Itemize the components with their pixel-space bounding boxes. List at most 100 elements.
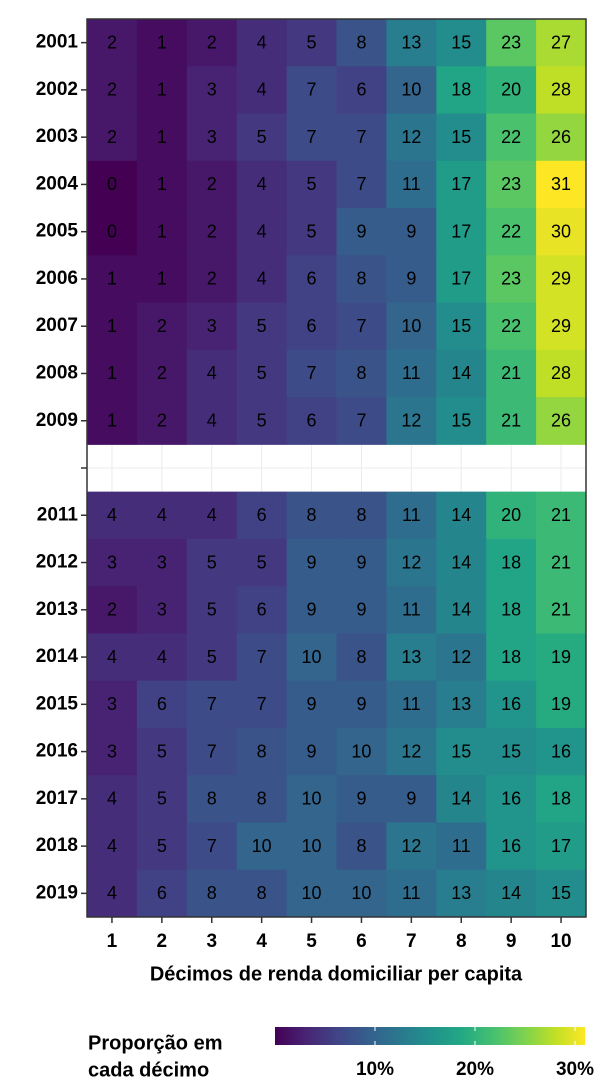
cell-label: 1 [157,80,167,100]
x-tick-label: 6 [356,931,367,952]
heatmap-cell [186,586,238,634]
cell-label: 2 [207,32,217,52]
heatmap-cell [536,538,587,587]
heatmap-cell [236,160,288,209]
heatmap-cell [536,160,587,209]
cell-label: 23 [501,32,521,52]
y-tick-label: 2004 [36,173,79,194]
heatmap-cell [136,586,188,634]
heatmap-cell [486,208,537,256]
cell-label: 2 [107,80,117,100]
heatmap-cell [536,302,587,351]
heatmap-cell [186,255,238,304]
heatmap-cell [536,491,587,540]
cell-label: 11 [402,883,421,903]
heatmap-cell [136,775,188,823]
cell-label: 8 [257,789,267,809]
y-tick-label: 2011 [37,504,79,525]
cell-label: 4 [257,32,267,52]
cell-label: 28 [551,80,571,100]
cell-label: 14 [451,789,471,809]
cell-label: 7 [307,80,317,100]
heatmap-cell [87,633,138,682]
heatmap-cell [336,349,387,398]
heatmap-cell [186,19,238,67]
y-tick-label: 2008 [36,362,78,383]
y-tick-label: 2001 [36,32,79,53]
heatmap-cell [386,491,437,540]
cell-label: 9 [406,789,416,809]
heatmap-cell [336,208,387,256]
cell-label: 15 [451,316,471,336]
heatmap-cell [236,538,288,587]
cell-label: 8 [356,505,366,525]
y-tick-label: 2006 [36,268,78,289]
heatmap-cell [286,397,337,445]
cell-label: 10 [302,883,322,903]
heatmap-cell [486,113,537,162]
heatmap-cell [286,538,337,587]
heatmap-cell [87,349,138,398]
cell-label: 8 [356,836,366,856]
y-tick-label: 2007 [36,315,78,336]
cell-label: 3 [157,552,167,572]
heatmap-cell [436,208,487,256]
cell-label: 4 [157,505,167,525]
cell-label: 8 [257,883,267,903]
heatmap-cell [386,822,437,871]
cell-label: 6 [257,600,267,620]
cell-label: 8 [207,883,217,903]
cell-label: 15 [501,741,521,761]
cell-label: 11 [402,174,421,194]
heatmap-cell [136,538,188,587]
cell-label: 3 [107,694,117,714]
heatmap-cell [87,822,138,871]
heatmap-cell [486,586,537,634]
cell-label: 19 [551,647,571,667]
heatmap-cell [286,255,337,304]
cell-label: 23 [501,269,521,289]
heatmap-cell [236,397,288,445]
cell-label: 5 [207,647,217,667]
cell-label: 4 [157,647,167,667]
heatmap-cell [536,586,587,634]
cell-label: 31 [551,174,571,194]
heatmap-cell [536,349,587,398]
heatmap-cell [386,113,437,162]
cell-label: 1 [157,32,167,52]
heatmap-cell [136,680,188,729]
heatmap-cell [336,491,387,540]
heatmap-cell [286,160,337,209]
panel-border [86,18,587,918]
cell-label: 5 [257,410,267,430]
heatmap-cell [186,869,238,918]
colorbar-tick-label: 10% [356,1059,394,1080]
heatmap-cell [386,255,437,304]
cell-label: 7 [307,363,317,383]
heatmap-cell [136,869,188,918]
cell-label: 16 [551,741,571,761]
heatmap-cell [236,302,288,351]
cell-label: 9 [356,694,366,714]
cell-label: 6 [307,269,317,289]
heatmap-cell [286,586,337,634]
heatmap-cell [436,255,487,304]
cell-label: 2 [157,363,167,383]
x-tick-label: 5 [306,931,317,952]
cell-label: 9 [356,600,366,620]
heatmap-cell [236,586,288,634]
heatmap-cell [486,491,537,540]
heatmap-cell [436,160,487,209]
cell-label: 10 [302,647,322,667]
heatmap-cell [136,113,188,162]
heatmap-cell [536,397,587,445]
cell-label: 30 [551,221,571,241]
cell-label: 4 [107,505,117,525]
heatmap-cell [286,208,337,256]
cell-label: 14 [451,363,471,383]
cell-label: 4 [257,221,267,241]
cell-label: 1 [107,316,117,336]
cell-label: 1 [157,127,167,147]
legend-title: cada décimo [88,1059,209,1081]
cell-label: 4 [207,505,217,525]
